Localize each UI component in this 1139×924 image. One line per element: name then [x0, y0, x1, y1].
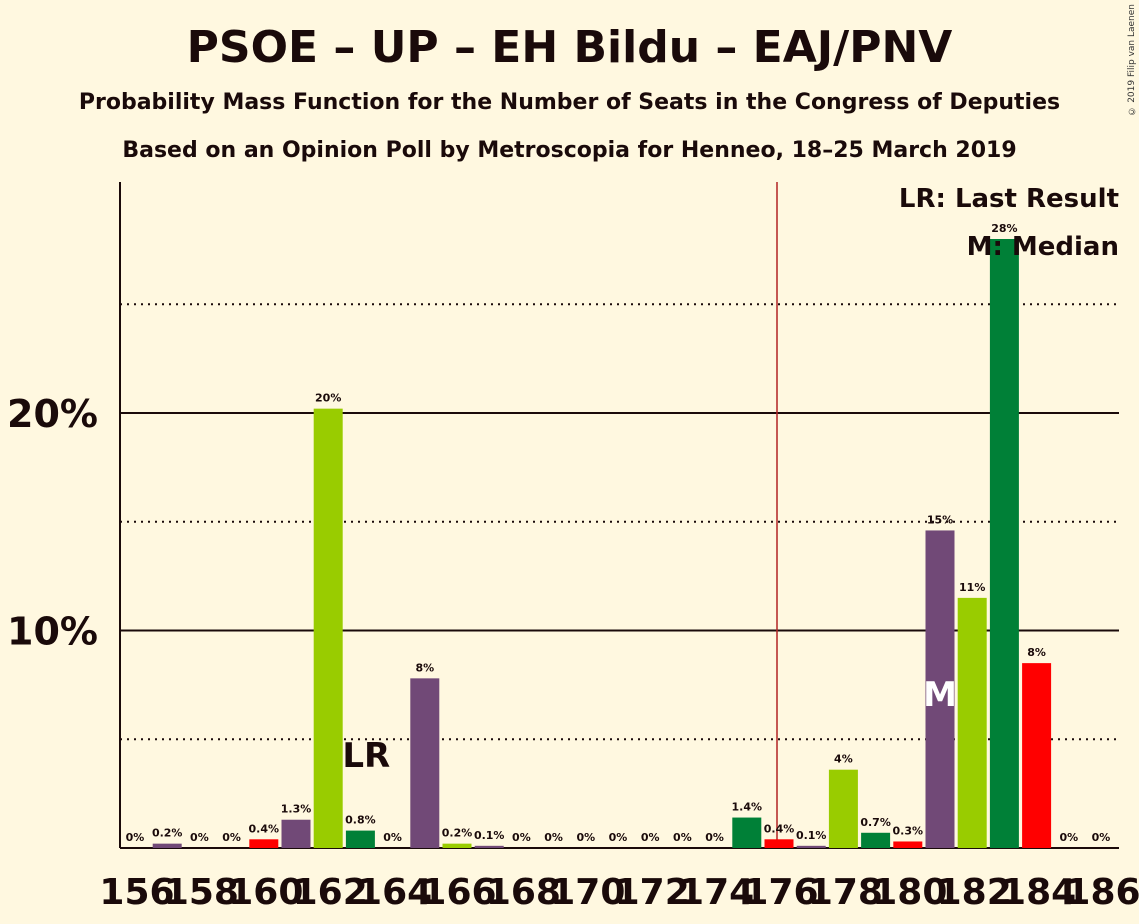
x-tick-label: 166	[421, 872, 496, 913]
median-marker: M	[923, 675, 957, 715]
data-label: 4%	[834, 753, 853, 766]
data-label: 0%	[512, 831, 531, 844]
bar-165	[410, 678, 440, 848]
bar-182	[957, 597, 987, 848]
data-label: 0%	[190, 831, 209, 844]
data-label: 0%	[1059, 831, 1078, 844]
data-label: 15%	[927, 513, 953, 526]
bar-181	[925, 530, 955, 848]
data-label: 0.1%	[796, 829, 827, 842]
bar-180	[893, 841, 923, 848]
data-label: 0.2%	[152, 827, 183, 840]
data-label: 20%	[315, 392, 341, 405]
data-label: 0.7%	[860, 816, 891, 829]
x-tick-label: 168	[486, 872, 561, 913]
bar-179	[861, 832, 891, 848]
chart-title: PSOE – UP – EH Bildu – EAJ/PNV	[186, 22, 953, 73]
bar-177	[796, 845, 826, 848]
x-tick-label: 170	[550, 872, 625, 913]
bar-166	[442, 843, 472, 848]
last-result-marker: LR	[342, 736, 390, 776]
data-label: 0.2%	[442, 827, 473, 840]
bar-160	[249, 839, 279, 848]
x-tick-label: 176	[743, 872, 818, 913]
x-tick-label: 178	[808, 872, 883, 913]
legend-last-result: LR: Last Result	[898, 184, 1119, 214]
legend-median: M: Median	[966, 232, 1119, 262]
bar-183	[989, 239, 1019, 848]
data-label: 0.3%	[893, 824, 924, 837]
x-tick-label: 180	[872, 872, 947, 913]
x-tick-label: 172	[615, 872, 690, 913]
x-tick-label: 160	[228, 872, 303, 913]
bar-161	[281, 819, 311, 848]
x-tick-label: 186	[1065, 872, 1139, 913]
bar-176	[764, 839, 794, 848]
x-tick-label: 156	[99, 872, 174, 913]
data-label: 0%	[673, 831, 692, 844]
data-label: 1.4%	[732, 801, 763, 814]
data-label: 0%	[544, 831, 563, 844]
data-label: 8%	[415, 661, 434, 674]
data-label: 0%	[705, 831, 724, 844]
data-label: 0.4%	[249, 822, 280, 835]
chart-subtitle-source: Based on an Opinion Poll by Metroscopia …	[122, 138, 1017, 163]
data-label: 0%	[383, 831, 402, 844]
data-label: 0%	[576, 831, 595, 844]
data-label: 0%	[1092, 831, 1111, 844]
x-tick-label: 182	[937, 872, 1012, 913]
data-label: 28%	[991, 222, 1017, 235]
bar-167	[474, 845, 504, 848]
data-label: 0%	[126, 831, 145, 844]
bar-162	[313, 408, 343, 848]
data-label: 11%	[959, 581, 985, 594]
data-label: 0%	[222, 831, 241, 844]
data-label: 1.3%	[281, 803, 312, 816]
bar-175	[732, 817, 762, 848]
y-tick-label: 10%	[7, 610, 98, 654]
x-tick-label: 174	[679, 872, 754, 913]
data-label: 0.4%	[764, 822, 795, 835]
bar-178	[828, 769, 858, 848]
x-tick-label: 164	[357, 872, 432, 913]
data-label: 0.1%	[474, 829, 505, 842]
data-label: 8%	[1027, 646, 1046, 659]
x-tick-label: 162	[293, 872, 368, 913]
bar-184	[1022, 663, 1052, 848]
data-label: 0.8%	[345, 814, 376, 827]
x-tick-label: 184	[1001, 872, 1076, 913]
x-tick-label: 158	[164, 872, 239, 913]
chart-subtitle: Probability Mass Function for the Number…	[78, 90, 1061, 115]
data-label: 0%	[641, 831, 660, 844]
data-label: 0%	[609, 831, 628, 844]
bar-163	[345, 830, 375, 848]
bar-157	[152, 843, 182, 848]
y-tick-label: 20%	[7, 392, 98, 436]
